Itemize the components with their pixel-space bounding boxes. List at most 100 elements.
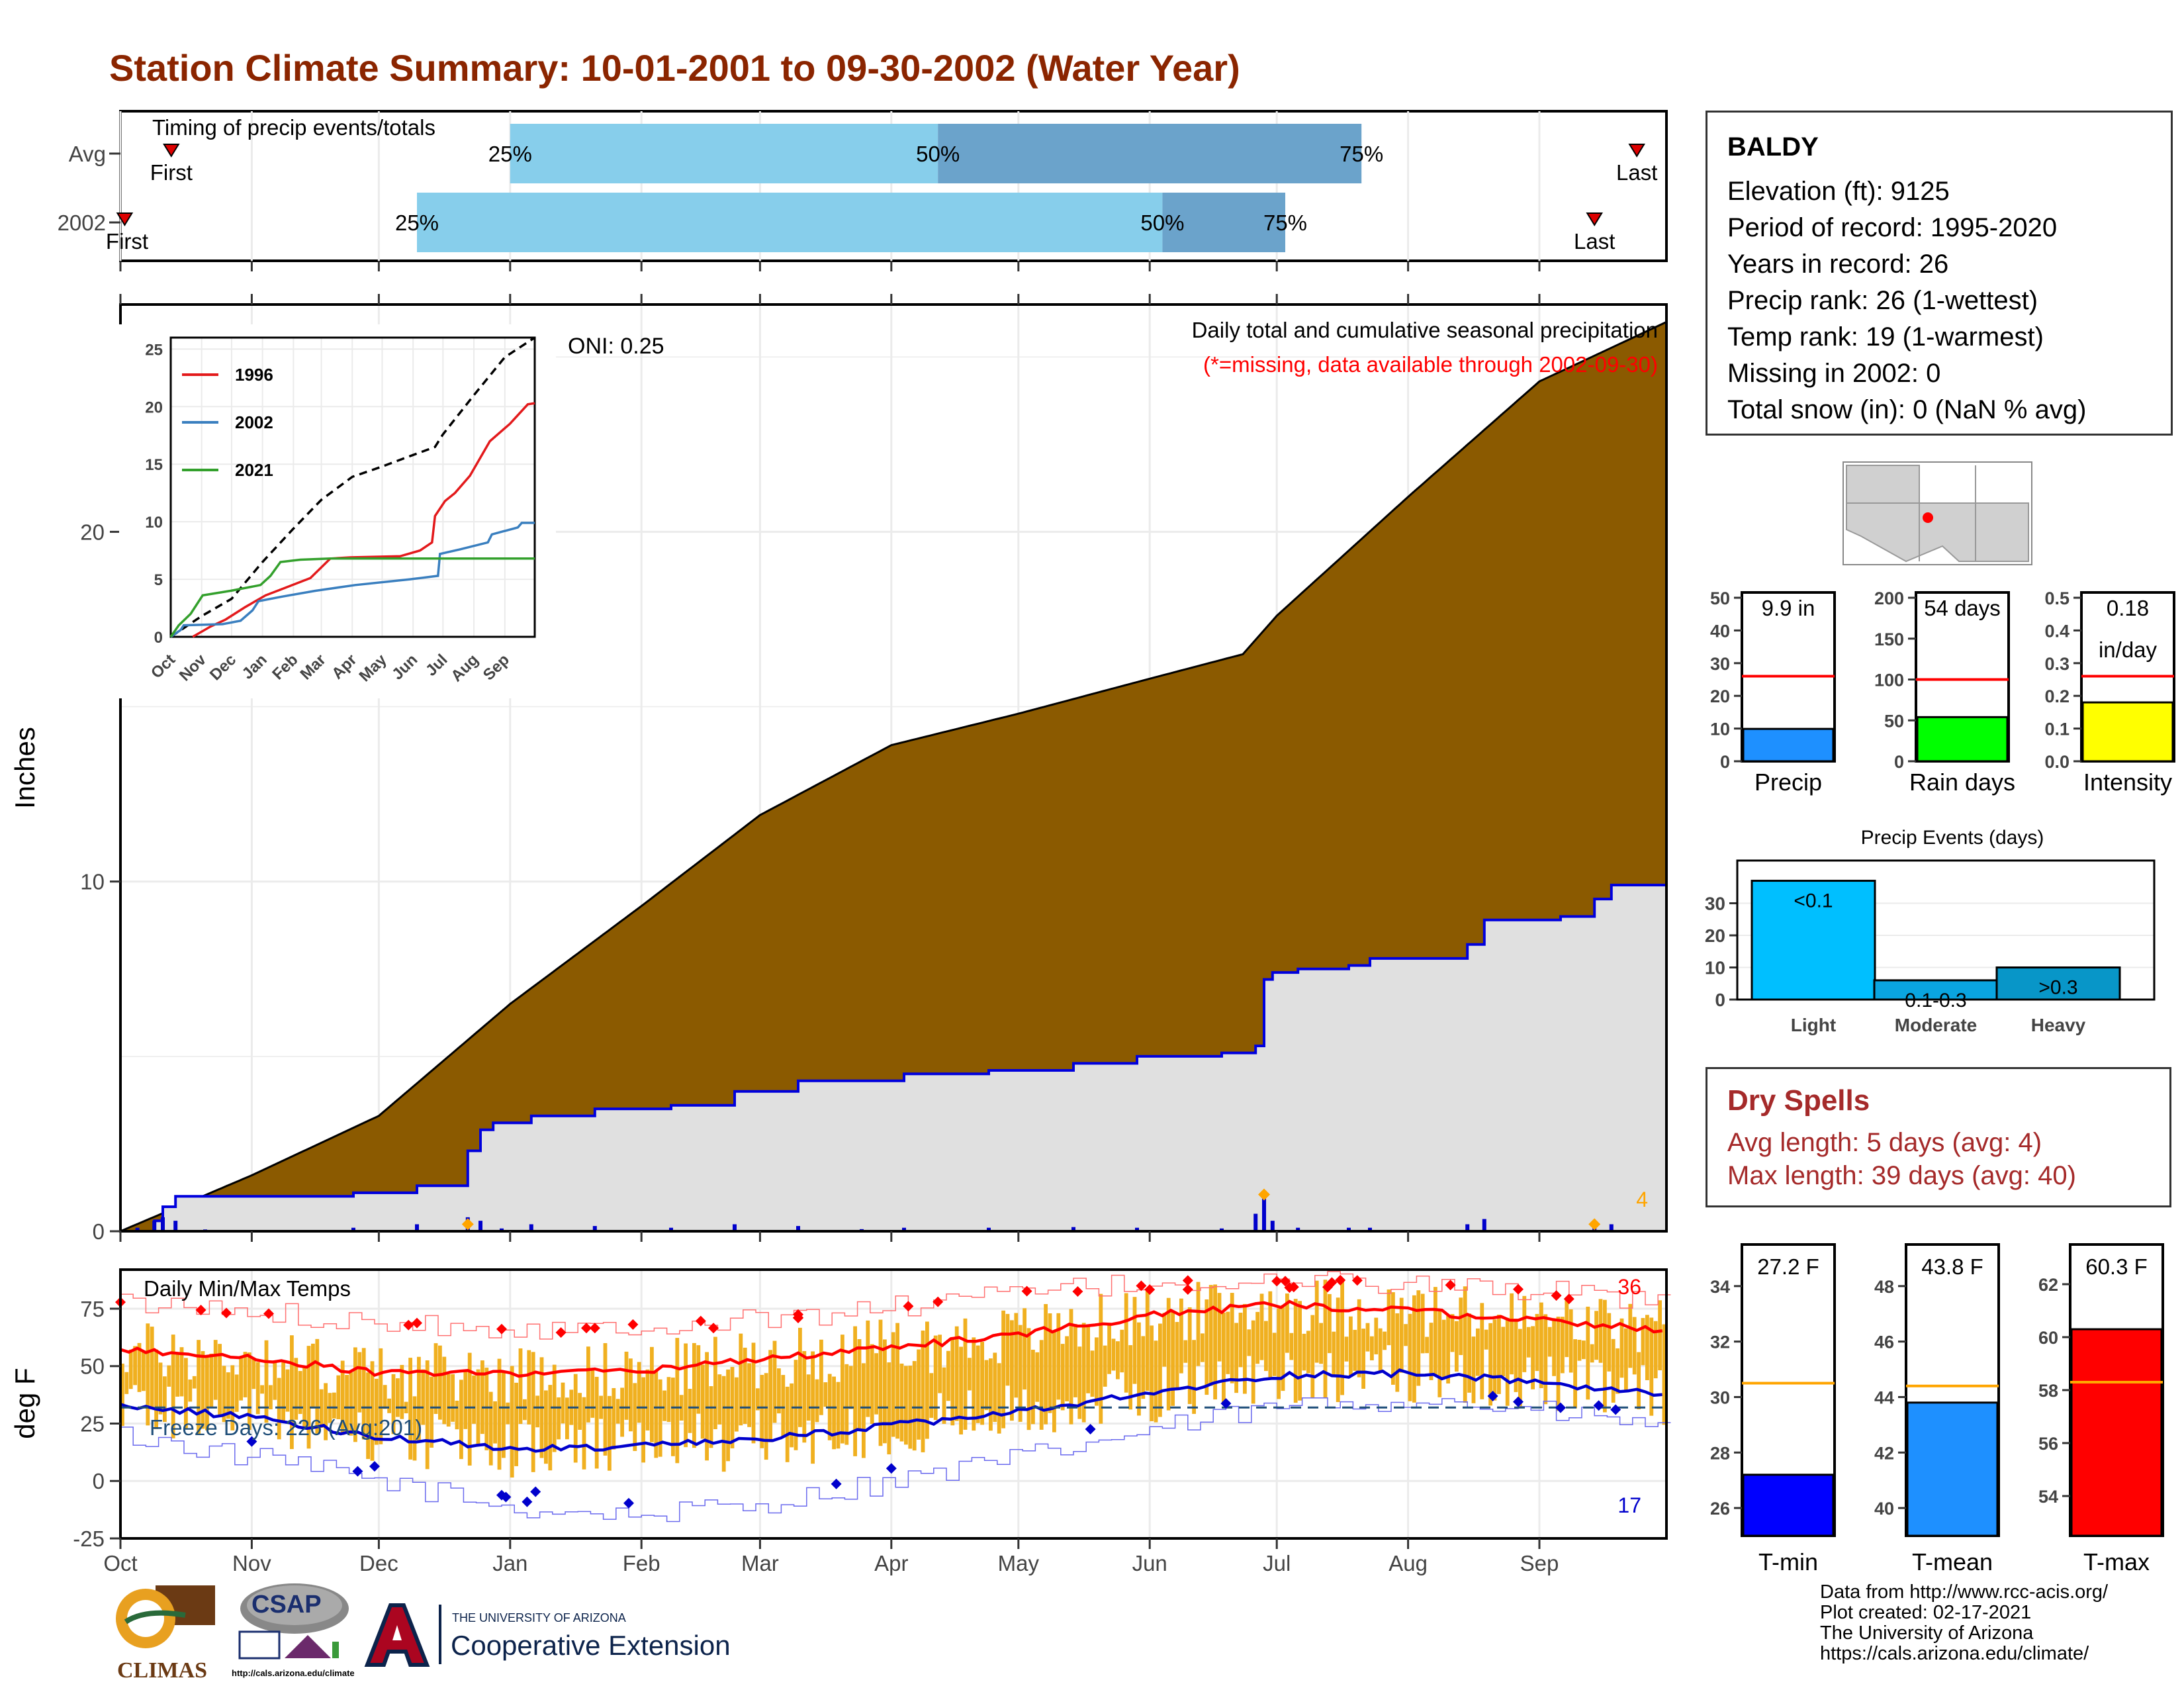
daily-temp-bar bbox=[1543, 1314, 1548, 1405]
daily-temp-bar bbox=[848, 1366, 853, 1409]
temp-gauge-tick-label: 62 bbox=[2038, 1275, 2058, 1295]
gauge-tick-label: 0.1 bbox=[2044, 720, 2070, 739]
daily-temp-bar bbox=[768, 1350, 772, 1442]
dry-spells-max: Max length: 39 days (avg: 40) bbox=[1727, 1161, 2076, 1190]
daily-temp-bar bbox=[366, 1372, 370, 1460]
timing-label: Timing of precip events/totals bbox=[152, 115, 435, 140]
daily-temp-bar bbox=[438, 1345, 442, 1420]
precip-events-chart: Precip Events (days) 0 10 20 30 <0.1 Light 0.1… bbox=[1705, 827, 2156, 1035]
daily-temp-bar bbox=[997, 1363, 1001, 1434]
daily-temp-bar bbox=[1383, 1331, 1387, 1350]
daily-temp-bar bbox=[1332, 1331, 1336, 1376]
daily-temp-bar bbox=[612, 1387, 616, 1450]
month-label: Jul bbox=[1263, 1551, 1291, 1575]
daily-temp-bar bbox=[1328, 1293, 1332, 1354]
timing-q50-label: 50% bbox=[916, 142, 960, 166]
record-high-marker bbox=[581, 1323, 592, 1334]
daily-temp-bar bbox=[904, 1366, 908, 1445]
daily-precip-bar bbox=[1368, 1227, 1372, 1231]
daily-temp-bar bbox=[1255, 1311, 1259, 1364]
daily-temp-bar bbox=[1387, 1289, 1391, 1346]
daily-temp-bar bbox=[823, 1382, 828, 1407]
daily-temp-bar bbox=[671, 1378, 675, 1456]
daily-temp-bar bbox=[1060, 1344, 1065, 1411]
gauge-tick-label: 200 bbox=[1874, 588, 1904, 608]
daily-temp-bar bbox=[1547, 1327, 1552, 1357]
gauge-tick-label: 150 bbox=[1874, 630, 1904, 649]
daily-temp-bar bbox=[1340, 1282, 1344, 1395]
inset-line-2002 bbox=[170, 522, 535, 638]
record-min-line bbox=[120, 1397, 1671, 1523]
record-high-marker bbox=[589, 1323, 600, 1334]
daily-precip-bar bbox=[1296, 1227, 1300, 1231]
daily-temp-bar bbox=[205, 1355, 209, 1430]
timing-q50-label: 50% bbox=[1140, 211, 1184, 235]
daily-precip-bar bbox=[1609, 1224, 1614, 1231]
month-label: Sep bbox=[1520, 1551, 1559, 1575]
daily-temp-bar bbox=[781, 1375, 786, 1438]
inset-legend-label: 2021 bbox=[235, 460, 273, 480]
daily-precip-bar bbox=[529, 1224, 533, 1231]
daily-temp-bar bbox=[1573, 1339, 1577, 1409]
daily-temp-bar bbox=[1065, 1336, 1069, 1401]
daily-temp-bar bbox=[1183, 1340, 1188, 1363]
daily-temp-bar bbox=[201, 1351, 205, 1429]
daily-temp-bar bbox=[1522, 1295, 1527, 1372]
daily-temp-bar bbox=[1319, 1323, 1323, 1364]
daily-temp-bar bbox=[1446, 1314, 1450, 1384]
station-elevation: Elevation (ft): 9125 bbox=[1727, 177, 1950, 206]
daily-temp-bar bbox=[311, 1343, 315, 1409]
climas-logo-mark bbox=[116, 1585, 215, 1648]
daily-temp-bar bbox=[1501, 1327, 1506, 1377]
daily-temp-bar bbox=[891, 1332, 895, 1437]
events-bar-label: 0.1-0.3 bbox=[1905, 990, 1966, 1011]
month-label: Nov bbox=[232, 1551, 271, 1575]
timing-q75-label: 75% bbox=[1263, 211, 1307, 235]
daily-temp-bar bbox=[950, 1336, 955, 1426]
daily-temp-bar bbox=[264, 1340, 269, 1423]
temp-gauge-tick-label: 34 bbox=[1710, 1277, 1730, 1297]
daily-temp-bar bbox=[1349, 1316, 1353, 1376]
temp-ytick-label: 25 bbox=[80, 1411, 105, 1436]
daily-temp-bar bbox=[425, 1360, 430, 1470]
daily-temp-bar bbox=[1039, 1340, 1044, 1430]
daily-temp-bar bbox=[1150, 1325, 1154, 1421]
daily-temp-bar bbox=[544, 1390, 548, 1464]
daily-temp-bar bbox=[794, 1360, 798, 1450]
daily-temp-bar bbox=[306, 1346, 311, 1449]
daily-temp-bar bbox=[1632, 1317, 1637, 1375]
daily-precip-bar bbox=[1262, 1196, 1266, 1231]
daily-temp-bar bbox=[1208, 1285, 1213, 1386]
temp-gauge-tick-label: 26 bbox=[1710, 1499, 1730, 1519]
daily-temp-bar bbox=[756, 1388, 760, 1411]
record-low-marker bbox=[369, 1461, 380, 1472]
daily-temp-bar bbox=[1277, 1308, 1281, 1399]
daily-temp-bar bbox=[938, 1335, 942, 1393]
daily-temp-bar bbox=[862, 1363, 866, 1458]
daily-temp-bar bbox=[400, 1364, 404, 1419]
daily-temp-bar bbox=[590, 1370, 595, 1418]
daily-precip-bar bbox=[173, 1221, 178, 1231]
daily-temp-bar bbox=[269, 1385, 273, 1410]
daily-temp-bar bbox=[1526, 1327, 1531, 1358]
month-label: Apr bbox=[874, 1551, 908, 1575]
avg-tmax-line bbox=[120, 1299, 1662, 1378]
daily-temp-bar bbox=[1594, 1311, 1598, 1360]
daily-temp-bar bbox=[281, 1361, 285, 1422]
gauge-tick-label: 0.3 bbox=[2044, 654, 2070, 674]
daily-temp-bar bbox=[488, 1391, 493, 1466]
station-missing: Missing in 2002: 0 bbox=[1727, 359, 1941, 388]
daily-temp-bar bbox=[1450, 1314, 1455, 1352]
daily-temp-bar bbox=[1607, 1313, 1612, 1372]
record-low-marker bbox=[1513, 1396, 1524, 1407]
daily-temp-bar bbox=[476, 1369, 480, 1444]
daily-temp-bar bbox=[1107, 1323, 1111, 1374]
record-low-marker bbox=[1610, 1404, 1621, 1415]
daily-precip-bar bbox=[1071, 1227, 1075, 1231]
ua-cooperative-extension: Cooperative Extension bbox=[451, 1630, 731, 1661]
daily-temp-bar bbox=[484, 1368, 489, 1450]
gauge-value-unit: in/day bbox=[2099, 637, 2158, 662]
daily-temp-bar bbox=[615, 1399, 620, 1424]
daily-temp-bar bbox=[357, 1352, 362, 1413]
inset-ytick-label: 0 bbox=[154, 629, 163, 647]
